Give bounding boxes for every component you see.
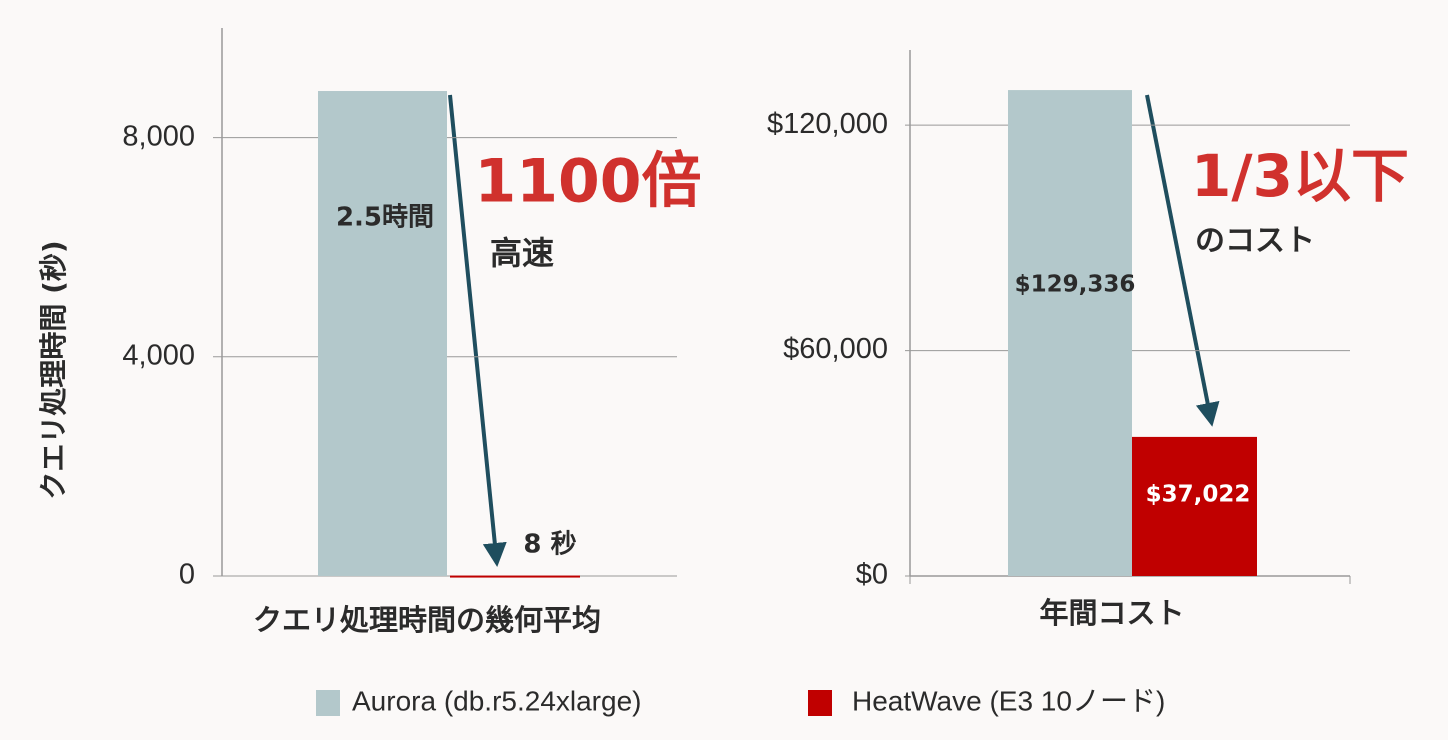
y-tick-label: $0	[856, 559, 888, 591]
annotation: のコスト	[1195, 224, 1315, 259]
y-axis-label: クエリ処理時間 (秒)	[37, 240, 70, 499]
annotation: 高速	[490, 234, 554, 272]
legend-swatch	[808, 690, 832, 716]
value-label: 2.5時間	[336, 203, 434, 233]
y-tick-label: 8,000	[122, 120, 195, 152]
y-tick-label: $60,000	[783, 333, 888, 365]
annotation: 1100倍	[475, 147, 702, 217]
x-axis-label: 年間コスト	[1039, 596, 1184, 630]
legend-label: HeatWave (E3 10ノード)	[852, 685, 1165, 716]
bar	[1008, 90, 1132, 577]
value-label: $37,022	[1146, 482, 1251, 508]
arrow	[1145, 94, 1220, 427]
y-tick-label: $120,000	[767, 108, 888, 140]
arrow	[448, 94, 507, 567]
bar	[318, 91, 447, 577]
y-tick-label: 4,000	[122, 339, 195, 371]
value-label: 8 秒	[523, 530, 576, 560]
legend-swatch	[316, 690, 340, 716]
bar	[450, 575, 580, 578]
y-tick-label: 0	[179, 559, 195, 591]
legend-label: Aurora (db.r5.24xlarge)	[352, 685, 641, 716]
bar	[1132, 436, 1257, 576]
x-axis-label: クエリ処理時間の幾何平均	[253, 603, 601, 637]
annotation: 1/3以下	[1191, 142, 1409, 210]
value-label: $129,336	[1015, 272, 1136, 298]
